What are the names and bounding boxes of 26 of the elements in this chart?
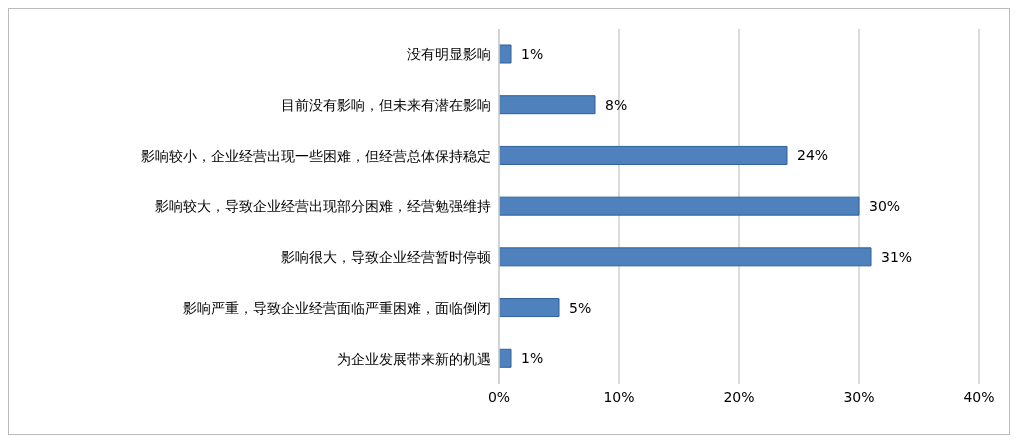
bar bbox=[499, 298, 560, 318]
x-tick-label: 20% bbox=[723, 388, 755, 405]
bar bbox=[499, 247, 872, 267]
x-tick-label: 40% bbox=[963, 388, 995, 405]
bar bbox=[499, 196, 860, 216]
data-label: 24% bbox=[797, 147, 829, 164]
y-tick-label: 影响较大，导致企业经营出现部分困难，经营勉强维持 bbox=[155, 198, 491, 215]
y-tick-label: 影响较小，企业经营出现一些困难，但经营总体保持稳定 bbox=[141, 147, 491, 164]
bar bbox=[499, 348, 512, 368]
y-tick-label: 目前没有影响，但未来有潜在影响 bbox=[281, 97, 491, 114]
y-tick-label: 影响很大，导致企业经营暂时停顿 bbox=[281, 249, 491, 266]
x-tick-label: 30% bbox=[843, 388, 875, 405]
bar bbox=[499, 44, 512, 64]
data-label: 1% bbox=[521, 45, 544, 62]
bar bbox=[499, 145, 788, 165]
x-tick-label: 0% bbox=[487, 388, 511, 405]
x-tick-label: 10% bbox=[603, 388, 635, 405]
y-tick-label: 没有明显影响 bbox=[407, 46, 491, 63]
y-tick-label: 影响严重，导致企业经营面临严重困难，面临倒闭 bbox=[183, 299, 491, 316]
data-label: 31% bbox=[881, 248, 913, 265]
data-label: 5% bbox=[569, 299, 592, 316]
data-label: 8% bbox=[605, 96, 628, 113]
data-label: 1% bbox=[521, 350, 544, 367]
y-tick-label: 为企业发展带来新的机遇 bbox=[337, 350, 491, 367]
bar bbox=[499, 95, 596, 115]
data-label: 30% bbox=[869, 198, 901, 215]
